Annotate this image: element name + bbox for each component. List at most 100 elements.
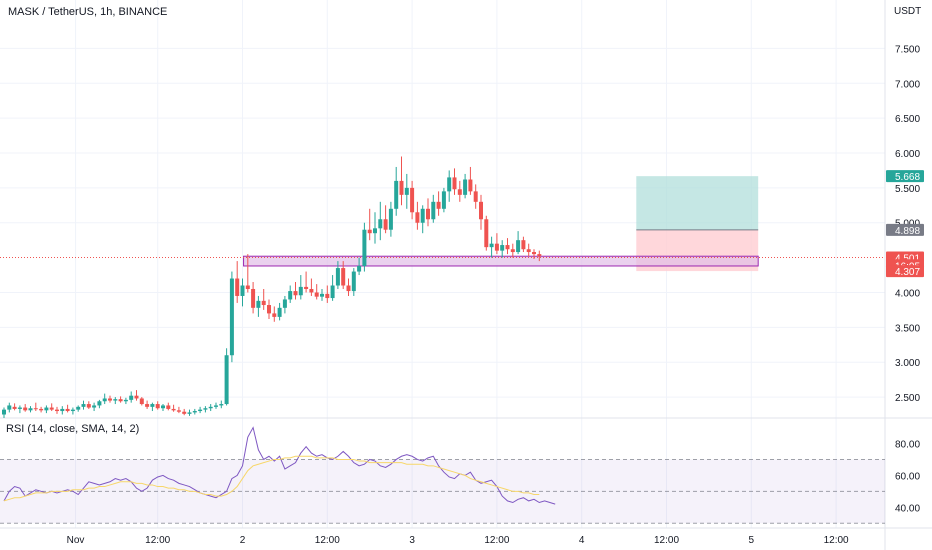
candle-body: [113, 399, 118, 401]
candle-body: [494, 243, 499, 251]
candle-body: [516, 240, 521, 253]
price-tick-label: 7.000: [895, 79, 920, 90]
candle-body: [532, 252, 536, 255]
candle-body: [415, 212, 420, 223]
candle-body: [367, 229, 372, 234]
price-tick-label: 3.000: [895, 358, 920, 369]
candle-body: [314, 292, 319, 297]
price-tag-label: 4.307: [895, 267, 920, 278]
candle-body: [362, 229, 367, 266]
candle-body: [97, 401, 102, 406]
price-tick-label: 6.500: [895, 114, 920, 125]
rsi-sma-line: [3, 455, 540, 502]
time-tick-label: 12:00: [654, 535, 679, 546]
candle-body: [267, 305, 271, 314]
candle-body: [410, 187, 415, 213]
candle-body: [219, 404, 224, 406]
candle-body: [298, 286, 303, 296]
candle-body: [155, 404, 160, 409]
candle-body: [17, 407, 22, 409]
candle-body: [76, 406, 81, 410]
time-tick-label: 12:00: [824, 535, 849, 546]
candle-body: [129, 395, 134, 400]
candle-body: [335, 268, 340, 286]
time-tick-label: 12:00: [145, 535, 170, 546]
price-tag-label: 4.898: [895, 226, 920, 237]
candle-body: [521, 240, 526, 250]
price-tag-stop: [886, 265, 924, 278]
price-tag-mid: [886, 223, 924, 236]
candle-body: [150, 404, 155, 407]
candle-body: [145, 404, 150, 407]
candle-body: [388, 208, 393, 230]
candle-body: [500, 245, 505, 251]
candle-body: [39, 408, 44, 411]
time-tick-label: 4: [579, 535, 585, 546]
candle-body: [2, 409, 6, 415]
rsi-tick-label: 60.00: [895, 471, 920, 482]
candle-body: [309, 288, 314, 293]
candle-body: [92, 405, 97, 408]
candle-body: [420, 208, 425, 223]
candle-body: [293, 291, 298, 296]
time-tick-label: 12:00: [484, 535, 509, 546]
candle-body: [441, 191, 446, 209]
candle-body: [161, 405, 165, 409]
candle-body: [346, 285, 351, 292]
candle-body: [288, 291, 293, 300]
candle-body: [325, 293, 330, 299]
price-tick-label: 2.500: [895, 393, 920, 404]
price-tag-label: 5.668: [895, 172, 920, 183]
currency-label: USDT: [894, 6, 922, 17]
candle-body: [426, 208, 430, 220]
candle-body: [479, 201, 483, 220]
candle-body: [198, 409, 203, 412]
candle-body: [134, 395, 139, 399]
candle-body: [261, 300, 266, 306]
time-tick-label: 3: [409, 535, 415, 546]
rsi-title: RSI (14, close, SMA, 14, 2): [6, 423, 140, 435]
profit-zone: [636, 176, 759, 230]
candle-body: [537, 254, 542, 257]
candle-body: [436, 201, 441, 209]
candle-body: [277, 307, 282, 317]
candle-body: [12, 406, 17, 409]
candle-body: [282, 299, 287, 308]
candle-body: [49, 407, 54, 410]
candle-body: [65, 408, 70, 412]
candle-body: [44, 407, 49, 411]
candle-body: [28, 408, 33, 411]
candle-body: [245, 285, 250, 289]
candle-body: [489, 243, 494, 248]
candle-body: [7, 405, 12, 410]
candle-body: [208, 406, 213, 409]
candle-body: [139, 398, 144, 405]
candle-body: [55, 409, 59, 412]
candle-body: [272, 313, 277, 317]
candle-body: [394, 180, 399, 209]
candle-body: [505, 245, 510, 250]
candle-body: [214, 405, 218, 407]
time-tick-label: Nov: [67, 535, 85, 546]
candle-body: [452, 177, 457, 190]
candle-body: [484, 219, 489, 248]
price-tick-label: 3.500: [895, 323, 920, 334]
candle-body: [431, 201, 436, 220]
candle-body: [351, 271, 356, 292]
price-tag-target: [886, 170, 924, 183]
chart-title: MASK / TetherUS, 1h, BINANCE: [8, 6, 168, 18]
candle-body: [123, 399, 128, 402]
candle-body: [224, 355, 229, 405]
candle-body: [235, 278, 240, 296]
candle-body: [229, 278, 234, 356]
candle-body: [118, 399, 123, 402]
candle-body: [108, 398, 112, 401]
price-tag-label: 4.501: [895, 254, 920, 265]
candle-body: [399, 180, 404, 195]
support-zone: [243, 255, 759, 267]
candle-body: [176, 410, 181, 412]
candle-body: [378, 219, 383, 229]
candle-body: [240, 285, 245, 296]
candle-body: [304, 286, 309, 289]
